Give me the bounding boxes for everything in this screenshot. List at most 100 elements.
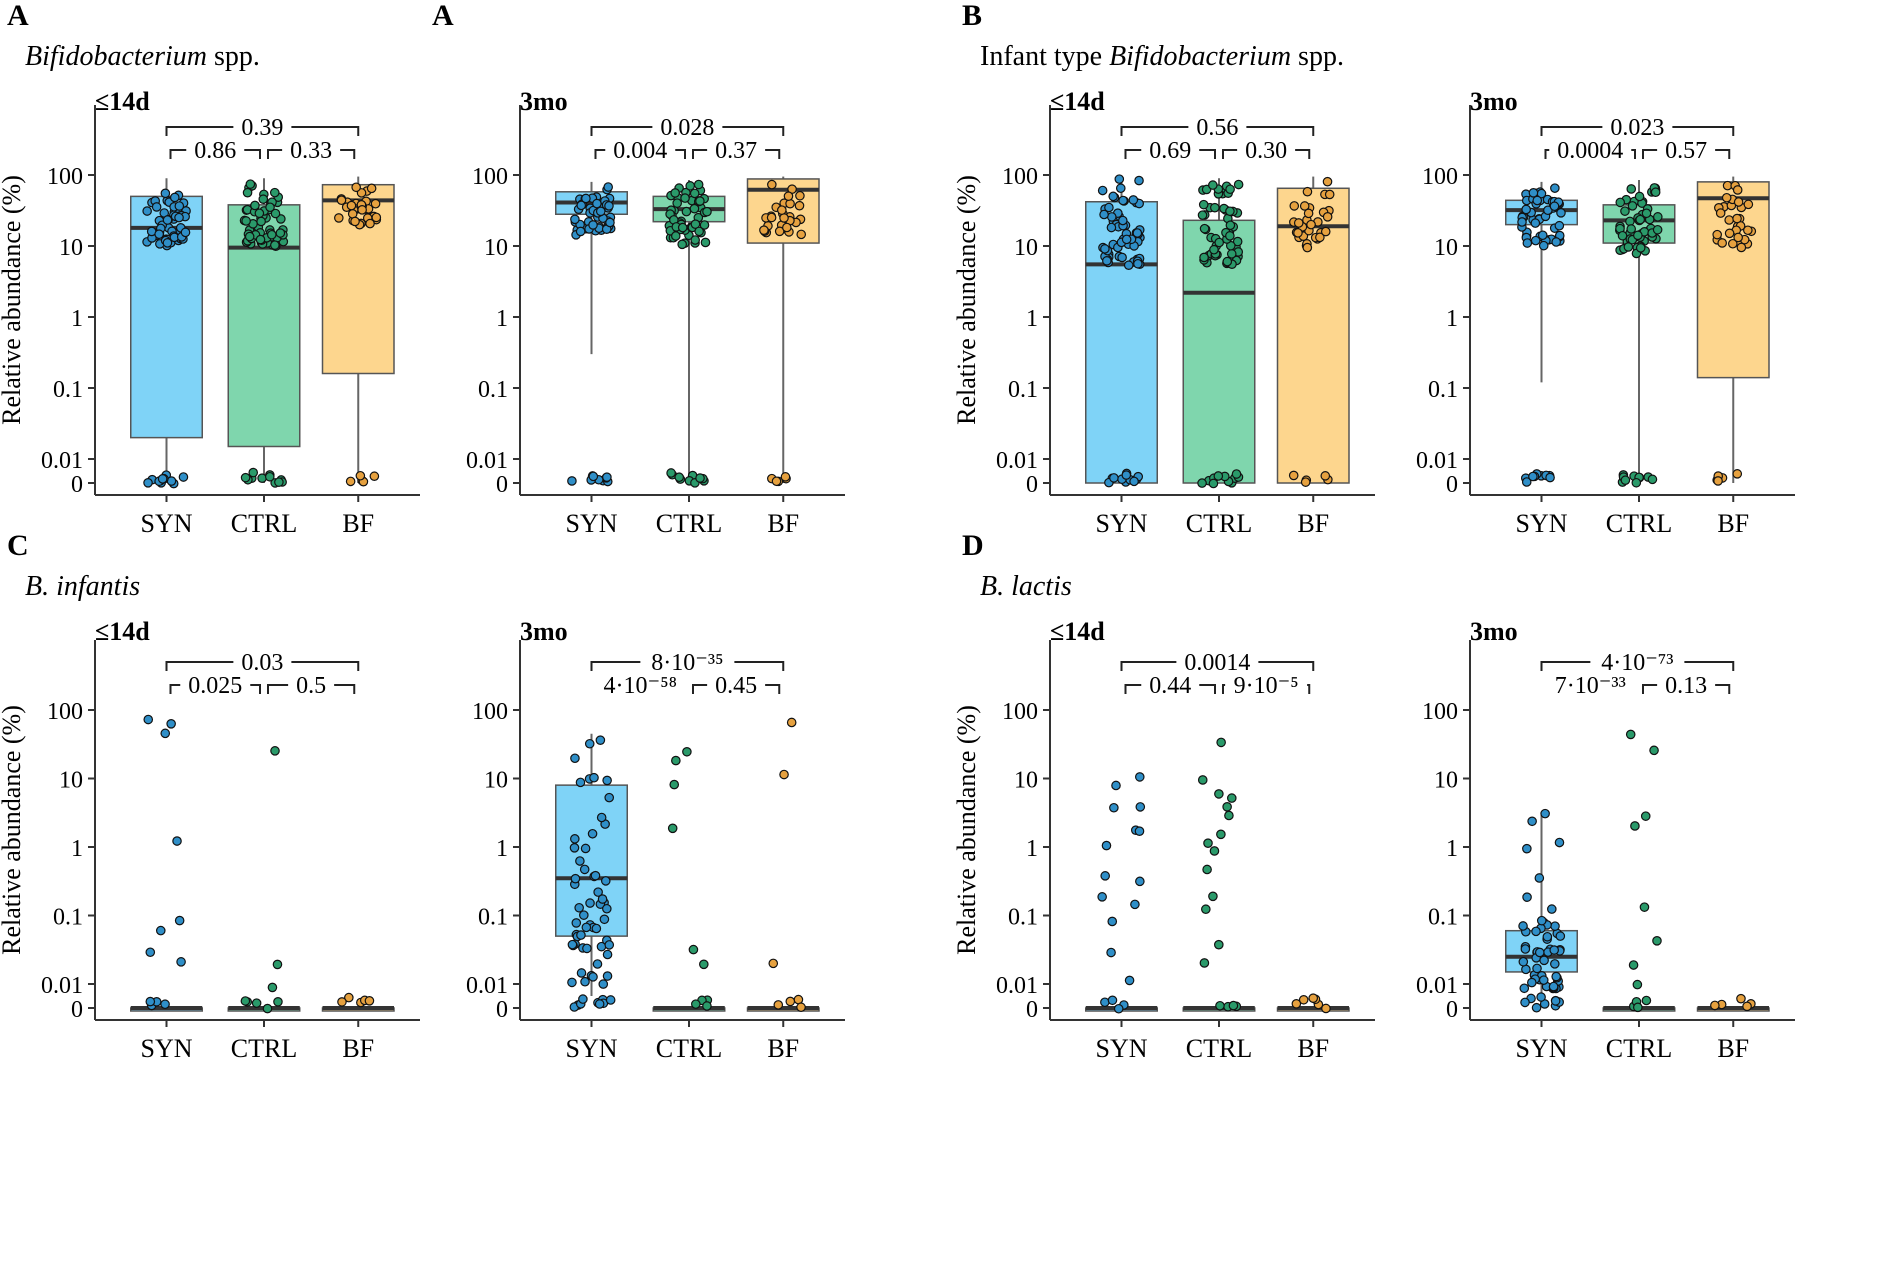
p-value-label: 0.44 [1149, 673, 1191, 699]
jitter-points [240, 746, 283, 1014]
data-point [1124, 975, 1135, 986]
data-point [1520, 944, 1531, 954]
data-point [1303, 208, 1314, 219]
comparison-bracket: 0.025 [169, 671, 261, 699]
x-tick-label: BF [1297, 1034, 1329, 1063]
data-point [575, 856, 585, 866]
data-point [785, 996, 796, 1007]
data-point [1231, 469, 1242, 479]
data-point [1519, 983, 1530, 994]
data-point [780, 472, 791, 482]
box [130, 195, 203, 439]
data-point [1627, 201, 1638, 211]
data-point [597, 894, 608, 904]
data-point [1233, 179, 1244, 190]
data-point [1545, 472, 1555, 483]
data-point [768, 958, 779, 969]
data-point [1113, 1003, 1124, 1014]
jitter-points [567, 182, 616, 487]
data-point [272, 959, 283, 970]
data-point [691, 999, 701, 1009]
comparison-bracket: 0.30 [1222, 136, 1311, 164]
data-point [1736, 242, 1747, 253]
data-point [1320, 471, 1331, 481]
data-point [695, 196, 705, 206]
panel-letter: A [7, 0, 29, 32]
data-point [160, 999, 170, 1010]
data-point [337, 997, 347, 1007]
data-point [1232, 236, 1243, 247]
p-value-bg [593, 671, 688, 697]
data-point [1102, 256, 1112, 266]
data-point [567, 977, 577, 988]
data-point [1324, 189, 1335, 200]
data-point [576, 200, 587, 211]
timepoint-label: 3mo [520, 617, 568, 646]
data-point [1620, 206, 1630, 216]
data-point [269, 187, 280, 198]
p-value-bg [652, 113, 723, 139]
data-point [1225, 220, 1236, 231]
data-point [1213, 471, 1224, 481]
data-point [1531, 1002, 1542, 1013]
data-point [1107, 995, 1118, 1006]
data-point [346, 200, 357, 211]
data-point [1101, 840, 1112, 851]
data-point [588, 220, 598, 230]
data-point [1215, 1000, 1225, 1011]
data-point [1547, 904, 1557, 914]
data-point [267, 982, 278, 993]
data-point [677, 239, 687, 250]
data-point [1539, 955, 1549, 966]
jitter-points [1097, 174, 1145, 488]
data-point [1293, 228, 1303, 238]
data-point [766, 212, 777, 223]
x-tick-label: CTRL [656, 1034, 722, 1063]
p-value-bg [1188, 113, 1247, 139]
data-point [1222, 256, 1233, 267]
data-point [355, 470, 366, 481]
data-point [670, 188, 680, 198]
p-value-bg [233, 648, 292, 674]
p-value-label: 0.0014 [1184, 650, 1250, 676]
data-point [602, 472, 612, 482]
data-point [582, 943, 592, 954]
data-point [1298, 994, 1309, 1005]
p-value-label: 4·10⁻⁷³ [1601, 650, 1673, 676]
data-point [589, 772, 599, 783]
p-value-label: 0.30 [1245, 138, 1287, 164]
data-point [1625, 729, 1636, 740]
data-point [1199, 252, 1209, 263]
data-point [157, 474, 168, 484]
data-point [1097, 185, 1108, 196]
data-point [1199, 958, 1210, 968]
box [555, 784, 628, 937]
jitter-points [1614, 183, 1663, 488]
data-point [357, 205, 367, 215]
data-point [796, 1002, 806, 1013]
data-point [1226, 793, 1237, 803]
data-point [1201, 904, 1211, 915]
x-tick-label: SYN [1515, 1034, 1567, 1063]
data-point [1743, 225, 1753, 236]
data-point [1134, 826, 1145, 836]
data-point [600, 876, 611, 886]
data-point [1628, 960, 1639, 970]
y-tick-label: 1 [71, 306, 83, 332]
data-point [688, 944, 699, 955]
data-point [1299, 201, 1310, 211]
data-point [579, 864, 590, 875]
data-point [794, 200, 805, 211]
data-point [1100, 871, 1110, 881]
comparison-bracket: 0.57 [1642, 136, 1731, 164]
data-point [773, 1000, 784, 1010]
data-point [672, 198, 682, 208]
data-point [1617, 230, 1628, 241]
data-point [1517, 217, 1527, 227]
jitter-points [143, 714, 186, 1011]
data-point [1551, 237, 1561, 247]
data-point [1527, 816, 1537, 827]
p-value-bg [1590, 648, 1685, 674]
jitter-points [337, 992, 375, 1008]
